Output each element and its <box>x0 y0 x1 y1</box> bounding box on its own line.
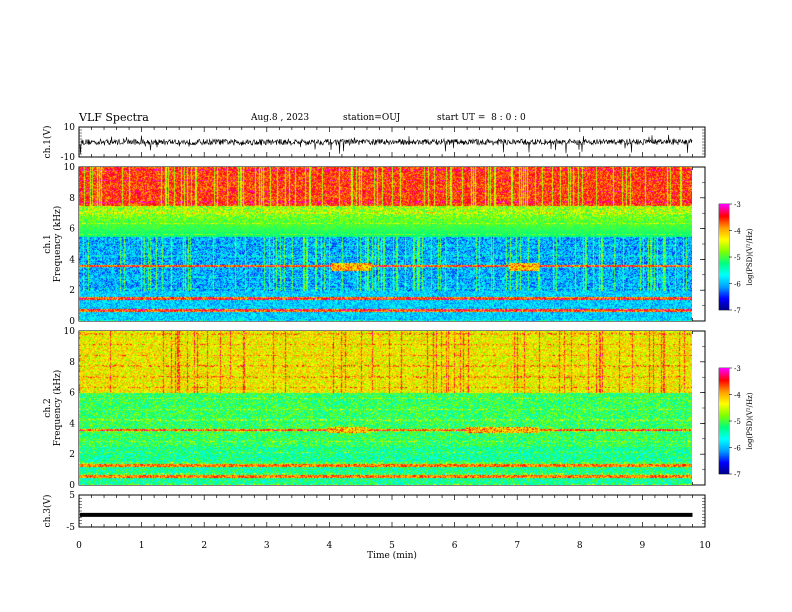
ch1-colorbar-tick-label: -6 <box>734 281 741 289</box>
ch1-colorbar-tick-label: -4 <box>734 228 741 236</box>
ch2-colorbar-tick-label: -4 <box>734 392 741 400</box>
ch2-colorbar-tick-label: -5 <box>734 418 741 426</box>
ch2-colorbar-tick-label: -7 <box>734 471 741 479</box>
x-tick-label: 0 <box>76 541 82 551</box>
ch2-colorbar <box>719 368 729 474</box>
ch1-waveform-trace <box>79 134 693 154</box>
x-tick-label: 3 <box>264 541 270 551</box>
ch1-colorbar-tick-label: -3 <box>734 201 741 209</box>
start-ut-label: start UT = 8 : 0 : 0 <box>437 113 526 123</box>
y-tick-label: -5 <box>66 523 75 533</box>
x-tick-label: 6 <box>452 541 458 551</box>
x-tick-label: 2 <box>201 541 207 551</box>
y-tick-label: 10 <box>64 123 76 133</box>
ch2-colorbar-label: log(PSD)(V²/Hz) <box>746 392 754 449</box>
y-axis-label-channel: ch.1 <box>43 234 53 253</box>
y-tick-label: 8 <box>69 358 75 368</box>
date-label: Aug.8 , 2023 <box>251 113 310 123</box>
x-tick-label: 5 <box>389 541 395 551</box>
y-tick-label: 0 <box>69 317 75 327</box>
y-tick-label: -10 <box>61 153 76 163</box>
ch1-colorbar <box>719 204 729 310</box>
y-tick-label: 2 <box>69 450 75 460</box>
y-tick-label: 0 <box>69 481 75 491</box>
y-axis-label-channel: ch.2 <box>43 398 53 417</box>
y-tick-label: 4 <box>69 419 75 429</box>
y-axis-label: ch.1(V) <box>42 126 53 159</box>
x-tick-label: 4 <box>327 541 333 551</box>
figure-title: VLF Spectra <box>79 111 149 124</box>
y-axis-label-frequency: Frequency (kHz) <box>52 370 63 447</box>
y-axis-label-frequency: Frequency (kHz) <box>52 206 63 283</box>
y-tick-label: 6 <box>69 389 75 399</box>
x-tick-label: 8 <box>577 541 583 551</box>
station-label: station=OUJ <box>343 113 401 123</box>
ch1-spectrogram-image <box>79 167 692 321</box>
ch1-colorbar-label: log(PSD)(V²/Hz) <box>746 228 754 285</box>
y-tick-label: 10 <box>64 163 76 173</box>
y-tick-label: 10 <box>64 327 76 337</box>
x-tick-label: 9 <box>640 541 646 551</box>
ch1-colorbar-tick-label: -5 <box>734 254 741 262</box>
ch2-colorbar-tick-label: -6 <box>734 445 741 453</box>
y-tick-label: 6 <box>69 225 75 235</box>
x-tick-label: 1 <box>139 541 145 551</box>
y-tick-label: 4 <box>69 255 75 265</box>
ch1-colorbar-tick-label: -7 <box>734 307 741 315</box>
ch2-colorbar-tick-label: -3 <box>734 365 741 373</box>
x-tick-label: 10 <box>699 541 711 551</box>
y-axis-label: ch.3(V) <box>42 495 53 528</box>
ch2-spectrogram-image <box>79 331 692 485</box>
y-tick-label: 2 <box>69 286 75 296</box>
x-axis-label: Time (min) <box>367 550 417 561</box>
y-tick-label: 8 <box>69 194 75 204</box>
x-tick-label: 7 <box>514 541 520 551</box>
y-tick-label: 5 <box>69 491 75 501</box>
